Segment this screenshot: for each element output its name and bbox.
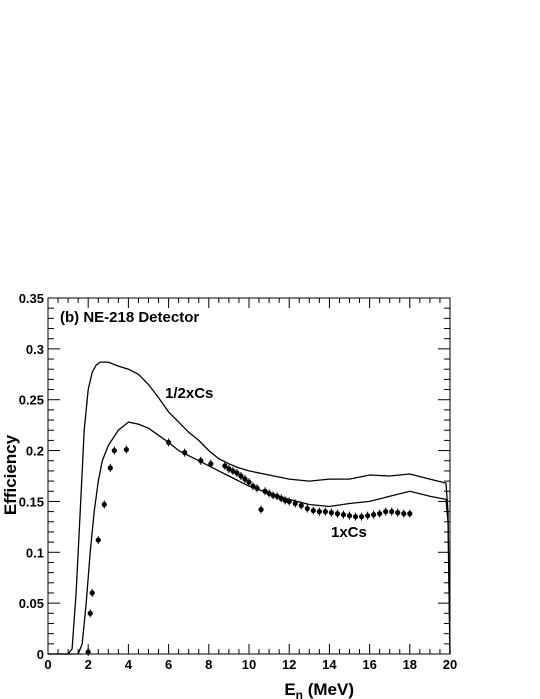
y-tick-label: 0.2 [26, 444, 44, 459]
x-tick-label: 2 [85, 657, 92, 672]
y-tick-label: 0.3 [26, 342, 44, 357]
x-tick-label: 12 [282, 657, 296, 672]
y-tick-label: 0.15 [19, 494, 44, 509]
x-tick-label: 10 [242, 657, 256, 672]
data-point [182, 450, 188, 456]
data-point [222, 463, 228, 469]
annotation-half-cs: 1/2xCs [165, 385, 213, 402]
data-point [262, 488, 268, 494]
data-point [328, 510, 335, 516]
data-point [254, 485, 260, 491]
y-tick-label: 0.25 [19, 393, 44, 408]
data-point [85, 649, 91, 655]
data-point [377, 511, 383, 517]
x-tick-label: 16 [362, 657, 376, 672]
data-point [278, 495, 284, 501]
x-axis-title-unit: (MeV) [303, 680, 354, 699]
series-points [85, 438, 413, 656]
data-point [250, 483, 256, 489]
data-point [292, 500, 298, 507]
series-line-1 [48, 421, 451, 655]
data-point [89, 590, 95, 596]
data-point [304, 505, 310, 512]
data-point [407, 511, 413, 517]
x-tick-label: 0 [44, 657, 51, 672]
y-tick-labels: 0 0.05 0.1 0.15 0.2 0.25 0.3 0.35 [19, 291, 44, 662]
data-point [401, 511, 407, 517]
data-point [346, 513, 353, 519]
data-point [298, 502, 304, 509]
series-lines [48, 361, 451, 655]
data-point [310, 507, 316, 514]
data-point [322, 509, 328, 515]
annotation-one-cs: 1xCs [331, 524, 367, 541]
data-point [95, 537, 101, 543]
data-point [316, 509, 322, 515]
series-line-0 [48, 361, 451, 655]
axis-ticks [47, 297, 451, 655]
data-point [274, 493, 280, 499]
x-tick-label: 18 [403, 657, 417, 672]
data-point [282, 497, 288, 504]
panel-label: (b) NE-218 Detector [60, 309, 199, 326]
data-point [364, 513, 371, 519]
data-point [270, 492, 276, 498]
x-tick-label: 6 [165, 657, 172, 672]
data-point [334, 511, 341, 517]
y-tick-label: 0.35 [19, 291, 44, 306]
y-tick-label: 0 [37, 647, 44, 662]
data-point [371, 512, 377, 518]
x-tick-labels: 0 2 4 6 8 10 12 14 16 18 20 [44, 657, 457, 672]
x-axis-title: En (MeV) [284, 680, 354, 699]
data-point [286, 498, 292, 505]
data-point [383, 509, 389, 515]
data-point [111, 447, 117, 454]
data-point [87, 610, 93, 616]
y-axis-title: Efficiency [1, 434, 20, 515]
data-point [234, 470, 240, 476]
data-point [166, 439, 172, 446]
data-point [198, 458, 204, 464]
x-axis-title-sub: n [296, 688, 303, 699]
data-point [352, 514, 359, 520]
x-axis-title-main: E [284, 680, 295, 699]
x-tick-label: 8 [205, 657, 212, 672]
y-tick-label: 0.05 [19, 596, 44, 611]
data-point [358, 514, 365, 520]
x-tick-label: 14 [322, 657, 337, 672]
data-point [340, 512, 347, 518]
data-point [123, 446, 129, 453]
data-point [395, 510, 401, 516]
x-tick-label: 20 [443, 657, 457, 672]
data-point [238, 473, 244, 479]
data-point [107, 465, 113, 471]
data-point [101, 501, 107, 508]
data-point [242, 476, 248, 482]
y-tick-label: 0.1 [26, 545, 44, 560]
data-point [226, 466, 232, 472]
data-point [389, 509, 395, 515]
data-point [246, 479, 252, 485]
data-point [208, 461, 214, 467]
data-point [230, 468, 236, 474]
data-point [258, 506, 264, 513]
data-point [266, 490, 272, 496]
x-tick-label: 4 [125, 657, 133, 672]
